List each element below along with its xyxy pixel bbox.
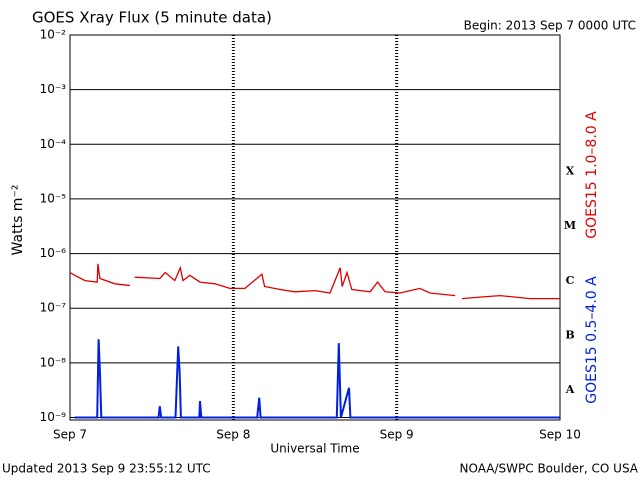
x-tick-label: Sep 7 bbox=[53, 428, 87, 442]
series-line bbox=[461, 294, 560, 300]
footer-right: NOAA/SWPC Boulder, CO USA bbox=[460, 462, 639, 476]
y-tick-label: 10⁻⁵ bbox=[40, 191, 67, 205]
series-line bbox=[134, 265, 456, 297]
legend-label: GOES15 1.0–8.0 A bbox=[584, 111, 600, 239]
y-tick-label: 10⁻⁴ bbox=[40, 137, 67, 151]
y-tick-label: 10⁻⁷ bbox=[40, 301, 67, 315]
flare-class-label: A bbox=[565, 383, 575, 396]
x-axis-label: Universal Time bbox=[270, 442, 359, 456]
footer-left: Updated 2013 Sep 9 23:55:12 UTC bbox=[2, 462, 211, 476]
y-tick-label: 10⁻² bbox=[40, 28, 67, 42]
flare-class-label: X bbox=[566, 165, 575, 178]
x-tick-label: Sep 10 bbox=[539, 428, 581, 442]
flare-class-label: M bbox=[564, 219, 576, 232]
x-tick-label: Sep 8 bbox=[216, 428, 250, 442]
y-tick-label: 10⁻⁶ bbox=[40, 246, 67, 260]
chart-subtitle: Begin: 2013 Sep 7 0000 UTC bbox=[464, 19, 636, 33]
y-tick-label: 10⁻³ bbox=[40, 82, 67, 96]
series-line bbox=[74, 339, 560, 419]
flare-class-label: C bbox=[566, 274, 575, 287]
x-tick-label: Sep 9 bbox=[380, 428, 414, 442]
chart-title: GOES Xray Flux (5 minute data) bbox=[32, 9, 272, 27]
legend-label: GOES15 0.5–4.0 A bbox=[584, 276, 600, 404]
series-line bbox=[69, 263, 130, 287]
y-axis-label: Watts m⁻² bbox=[10, 185, 26, 256]
flare-class-label: B bbox=[565, 329, 574, 342]
y-tick-label: 10⁻⁹ bbox=[40, 410, 67, 424]
plot-frame bbox=[69, 34, 561, 421]
y-tick-label: 10⁻⁸ bbox=[40, 355, 67, 369]
